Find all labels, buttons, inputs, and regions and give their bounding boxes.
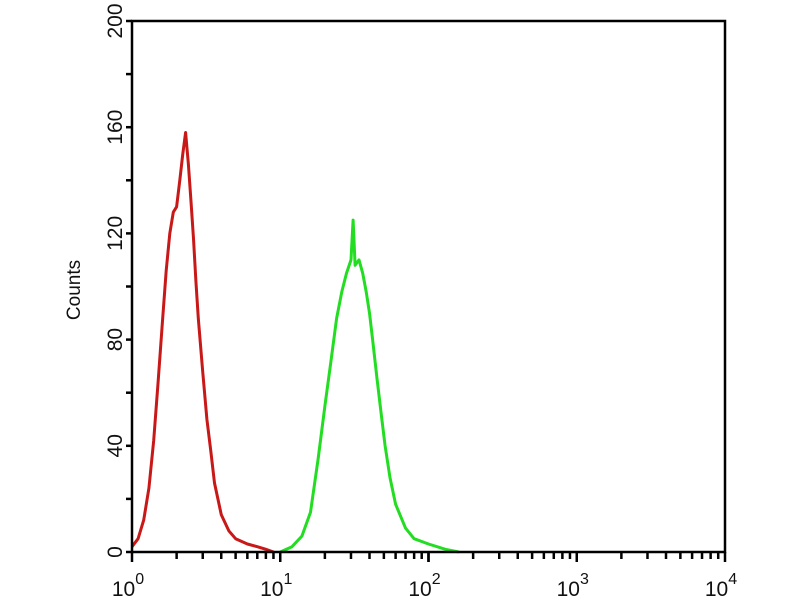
y-axis-label: Counts: [64, 260, 85, 320]
series-layer: [130, 131, 460, 554]
y-axis: 0 40 80 120 160 200: [104, 3, 132, 558]
x-axis: 100 101 102 103 104: [112, 552, 737, 600]
y-tick-label: 80: [104, 328, 127, 351]
x-tick-label: 101: [260, 571, 292, 600]
series-0-line: [130, 131, 275, 554]
y-tick-label: 40: [104, 434, 127, 457]
y-tick-label: 160: [104, 110, 127, 145]
x-tick-label: 104: [705, 571, 737, 600]
plot-frame: [130, 19, 727, 554]
x-tick-label: 102: [408, 571, 440, 600]
x-tick-label: 100: [112, 571, 144, 600]
y-tick-label: 0: [104, 546, 127, 558]
y-tick-label: 120: [104, 216, 127, 251]
x-tick-label: 103: [557, 571, 589, 600]
series-1-line: [279, 218, 460, 554]
y-tick-label: 200: [104, 3, 127, 38]
